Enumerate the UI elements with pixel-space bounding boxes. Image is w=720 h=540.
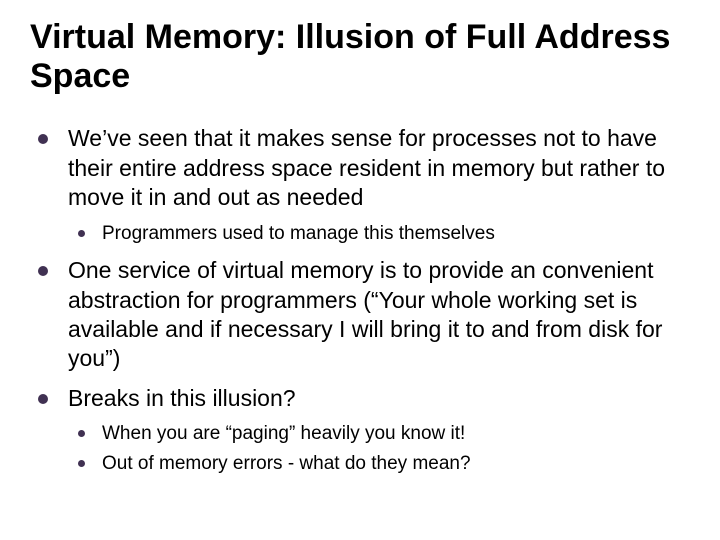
list-item: Breaks in this illusion? When you are “p…: [30, 384, 690, 477]
sub-bullet-text: Out of memory errors - what do they mean…: [102, 453, 471, 474]
sub-bullet-text: Programmers used to manage this themselv…: [102, 223, 495, 244]
bullet-text: Breaks in this illusion?: [68, 385, 296, 411]
sub-bullet-list: When you are “paging” heavily you know i…: [68, 421, 690, 476]
sub-bullet-list: Programmers used to manage this themselv…: [68, 221, 690, 247]
slide: Virtual Memory: Illusion of Full Address…: [0, 0, 720, 540]
list-item: When you are “paging” heavily you know i…: [68, 421, 690, 447]
list-item: We’ve seen that it makes sense for proce…: [30, 124, 690, 246]
list-item: One service of virtual memory is to prov…: [30, 256, 690, 374]
list-item: Out of memory errors - what do they mean…: [68, 451, 690, 477]
bullet-text: We’ve seen that it makes sense for proce…: [68, 125, 665, 210]
sub-bullet-text: When you are “paging” heavily you know i…: [102, 423, 465, 444]
slide-title: Virtual Memory: Illusion of Full Address…: [30, 18, 690, 96]
list-item: Programmers used to manage this themselv…: [68, 221, 690, 247]
bullet-text: One service of virtual memory is to prov…: [68, 257, 662, 371]
bullet-list: We’ve seen that it makes sense for proce…: [30, 124, 690, 476]
